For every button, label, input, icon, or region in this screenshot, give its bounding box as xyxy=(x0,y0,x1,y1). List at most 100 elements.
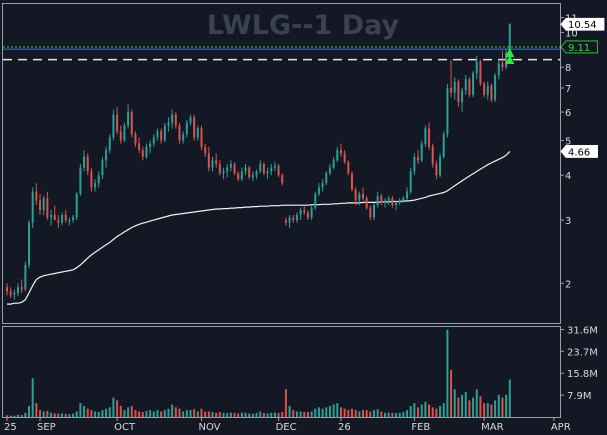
price-tick-label: 4 xyxy=(565,171,571,182)
volume-bar xyxy=(314,408,317,417)
volume-bar xyxy=(431,407,434,417)
volume-bar xyxy=(501,397,504,417)
x-tick-label: APR xyxy=(551,422,571,433)
candle xyxy=(123,122,126,143)
candle-body xyxy=(259,163,262,172)
volume-bar xyxy=(218,412,221,417)
price-tag-label: 4.66 xyxy=(568,147,590,158)
candle xyxy=(321,179,324,192)
candle-body xyxy=(376,196,379,206)
candle xyxy=(292,214,295,223)
candle-body xyxy=(435,163,438,176)
candle xyxy=(384,198,387,208)
volume-tick-label: 7.9M xyxy=(567,391,592,402)
candle xyxy=(193,114,196,141)
candle xyxy=(303,205,306,215)
candle xyxy=(295,212,298,223)
candle-body xyxy=(68,220,71,222)
volume-bar xyxy=(171,404,174,417)
candle xyxy=(64,210,67,223)
candle xyxy=(127,104,130,129)
candle-body xyxy=(508,24,511,53)
candle xyxy=(229,160,232,172)
candle xyxy=(244,163,247,176)
candle xyxy=(42,196,45,215)
volume-bar xyxy=(259,411,262,417)
x-tick-label: 26 xyxy=(338,422,351,433)
candle-body xyxy=(391,198,394,206)
candle-body xyxy=(90,171,93,188)
volume-bar xyxy=(464,392,467,417)
candle xyxy=(299,207,302,221)
candle-body xyxy=(138,143,141,151)
candle xyxy=(328,163,331,176)
volume-bar xyxy=(350,408,353,417)
volume-bar xyxy=(123,410,126,417)
candle-body xyxy=(182,134,185,141)
volume-bar xyxy=(163,410,166,417)
candle-body xyxy=(97,175,100,184)
candle xyxy=(266,167,269,180)
volume-bar xyxy=(446,329,449,417)
candle xyxy=(112,109,115,141)
candle-body xyxy=(127,112,130,126)
candle-body xyxy=(266,171,269,174)
volume-bar xyxy=(284,389,287,417)
candle-body xyxy=(483,83,486,95)
volume-bar xyxy=(428,404,431,417)
volume-bar xyxy=(435,408,438,417)
volume-bar xyxy=(251,413,254,417)
candle xyxy=(149,140,152,154)
candle-body xyxy=(468,79,471,95)
candle-body xyxy=(204,146,207,154)
candle-body xyxy=(61,214,64,223)
candle xyxy=(6,283,8,296)
candle-body xyxy=(240,171,243,180)
volume-bar xyxy=(398,412,401,417)
candle xyxy=(354,187,357,206)
candle xyxy=(259,160,262,174)
volume-bar xyxy=(185,410,188,417)
candle-body xyxy=(505,52,508,68)
candle-body xyxy=(464,79,467,91)
candle xyxy=(505,48,508,70)
candle xyxy=(83,150,86,172)
candle xyxy=(457,79,460,107)
candle xyxy=(325,171,328,186)
candle-body xyxy=(248,167,251,178)
candle xyxy=(200,125,203,151)
candle xyxy=(94,179,97,192)
candle-body xyxy=(86,156,89,172)
candle-body xyxy=(501,63,504,68)
candle-body xyxy=(402,198,405,201)
volume-bar xyxy=(68,414,71,417)
volume-bar xyxy=(450,369,453,417)
volume-bar xyxy=(72,413,75,417)
candle-body xyxy=(347,162,350,174)
candle xyxy=(178,122,181,144)
candle-body xyxy=(387,198,390,201)
volume-bar xyxy=(417,407,420,417)
candle-body xyxy=(108,137,111,151)
volume-bar xyxy=(79,403,82,417)
x-tick-label: OCT xyxy=(114,422,136,433)
volume-bar xyxy=(152,411,155,417)
candle xyxy=(72,214,75,223)
candle xyxy=(424,125,427,147)
candle xyxy=(486,81,489,100)
candle-body xyxy=(292,217,295,221)
volume-bar xyxy=(193,409,196,417)
candle-body xyxy=(35,191,38,201)
candle xyxy=(9,287,12,298)
candle-body xyxy=(145,146,148,157)
candle-body xyxy=(251,175,254,178)
volume-bar xyxy=(292,410,295,417)
volume-bar xyxy=(215,412,218,417)
volume-bar xyxy=(138,411,141,417)
candle xyxy=(306,210,309,221)
candle xyxy=(13,289,16,300)
volume-bar xyxy=(31,378,34,417)
volume-bar xyxy=(295,411,298,417)
candle-body xyxy=(494,75,497,100)
candle xyxy=(68,217,71,226)
